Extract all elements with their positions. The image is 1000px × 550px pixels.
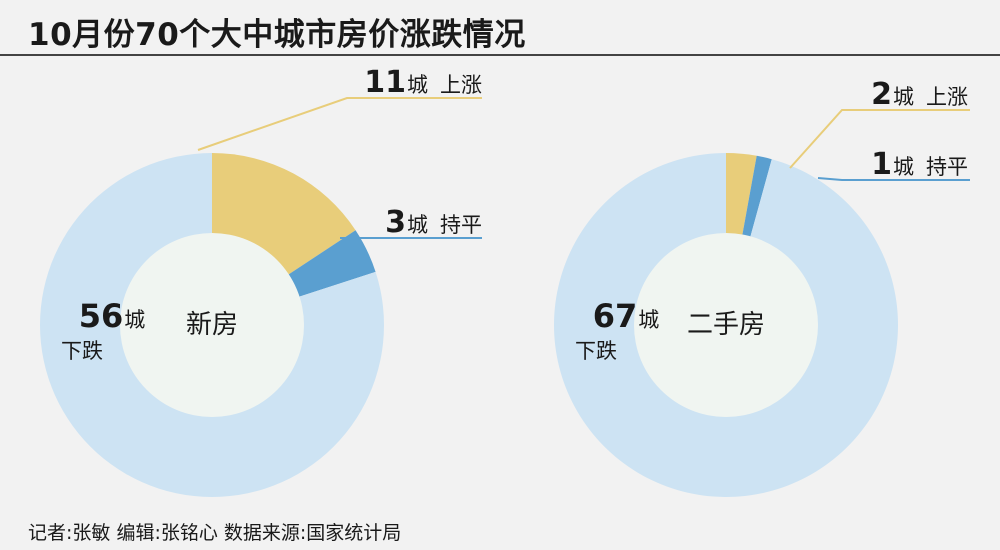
resale-home-rise-count: 2: [871, 77, 892, 112]
new-home-flat-label: 3城 持平: [385, 205, 482, 240]
page-title: 10月份70个大中城市房价涨跌情况: [28, 17, 526, 53]
new-home-rise-unit: 城: [407, 73, 428, 97]
resale-home-flat-leader: [817, 177, 970, 181]
new-home-donut-hole: [120, 233, 304, 417]
new-home-flat-count: 3: [385, 205, 406, 240]
resale-home-fall-unit: 城: [638, 308, 659, 332]
resale-home-center-label: 二手房: [687, 310, 765, 340]
resale-home-fall-count: 67: [593, 297, 638, 335]
new-home-center-label: 新房: [186, 310, 238, 340]
resale-home-flat-count: 1: [871, 147, 892, 182]
resale-home-rise-label: 2城 上涨: [871, 77, 968, 112]
new-home-flat-text: 持平: [440, 213, 482, 237]
credits-footer: 记者:张敏 编辑:张铭心 数据来源:国家统计局: [28, 522, 402, 544]
resale-home-donut-hole: [634, 233, 818, 417]
resale-home-fall-label: 67城: [593, 297, 660, 335]
new-home-fall-count: 56: [79, 297, 124, 335]
resale-home-flat-text: 持平: [926, 155, 968, 179]
new-home-rise-label: 11城 上涨: [364, 65, 482, 100]
new-home-rise-count: 11: [364, 65, 406, 100]
new-home-rise-leader: [197, 97, 482, 151]
new-home-flat-unit: 城: [407, 213, 428, 237]
resale-home-flat-label: 1城 持平: [871, 147, 968, 182]
resale-home-flat-unit: 城: [893, 155, 914, 179]
new-home-fall-unit: 城: [124, 308, 145, 332]
resale-home-rise-unit: 城: [893, 85, 914, 109]
new-home-rise-text: 上涨: [440, 73, 482, 97]
resale-home-fall-text: 下跌: [575, 339, 617, 363]
resale-home-rise-text: 上涨: [926, 85, 968, 109]
new-home-fall-text: 下跌: [61, 339, 103, 363]
new-home-fall-label: 56城: [79, 297, 146, 335]
title-divider: [0, 54, 1000, 56]
resale-home-rise-leader: [789, 109, 970, 169]
